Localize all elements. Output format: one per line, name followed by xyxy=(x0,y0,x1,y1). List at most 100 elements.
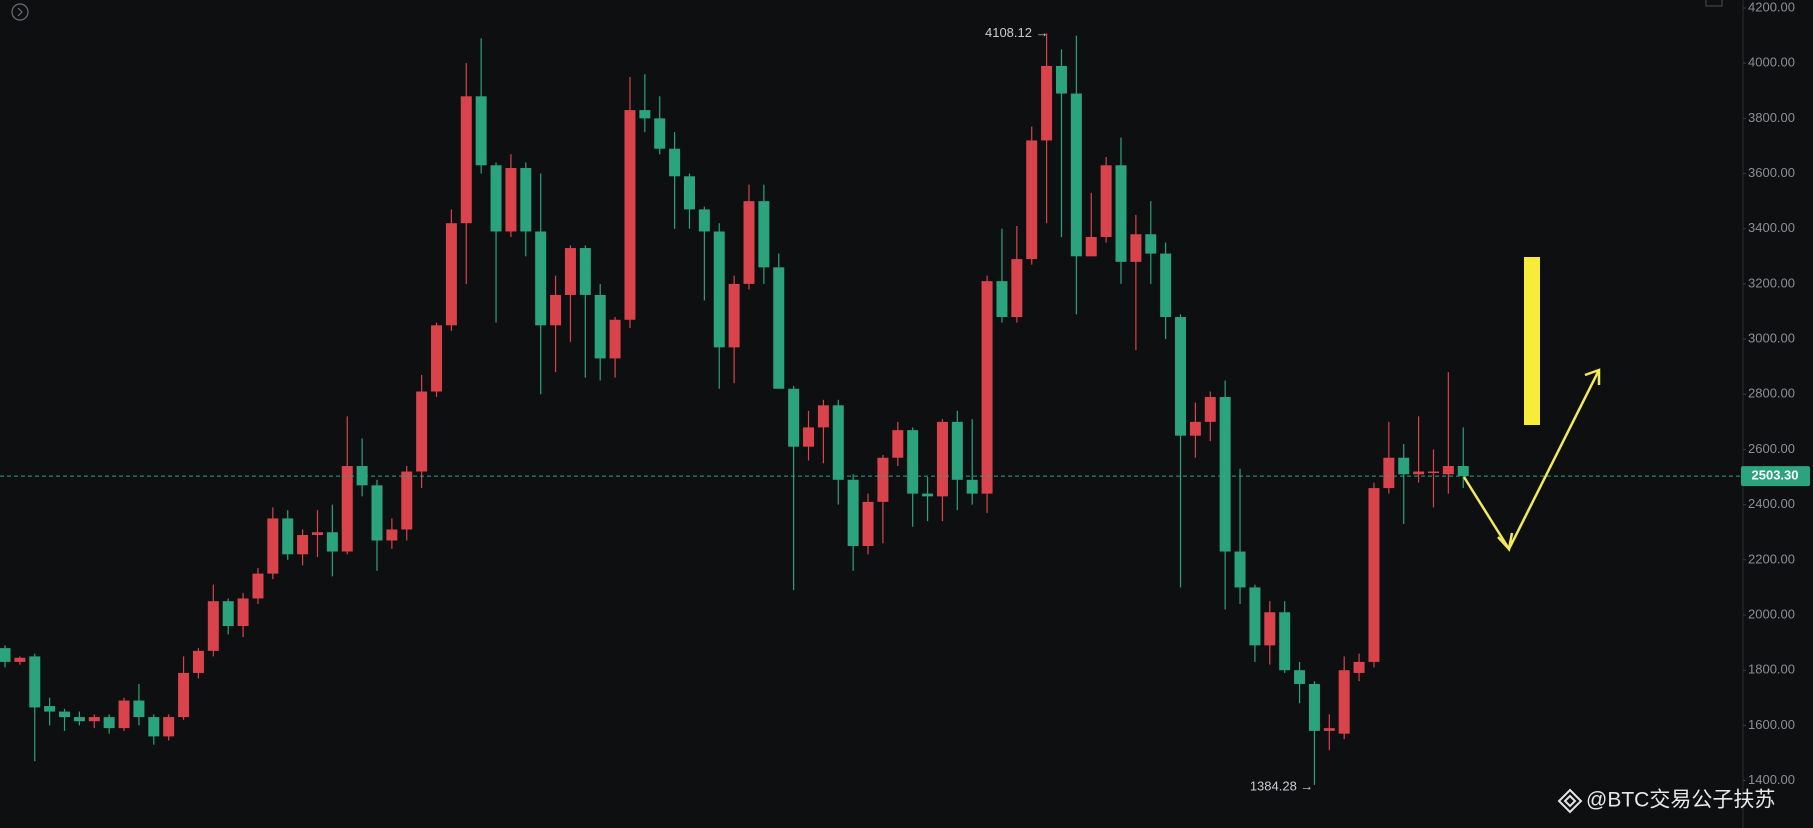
arrow-head xyxy=(1584,368,1601,385)
candle-body xyxy=(624,110,636,320)
candle-body xyxy=(148,717,160,737)
candle-body xyxy=(460,96,472,224)
candle-body xyxy=(654,118,666,149)
candle-body xyxy=(505,168,517,232)
candle-body xyxy=(1442,466,1454,475)
low-label: 1384.28 → xyxy=(1250,778,1314,793)
candle-body xyxy=(1264,612,1276,646)
candle-body xyxy=(445,223,457,326)
candle-body xyxy=(267,518,279,574)
candle-body xyxy=(683,176,695,210)
candle-body xyxy=(609,319,621,359)
candle-body xyxy=(88,717,100,722)
candle-body xyxy=(1204,397,1216,422)
candle-body xyxy=(282,518,294,555)
candle-body xyxy=(1279,612,1291,671)
candle-body xyxy=(1249,587,1261,646)
candle-body xyxy=(59,711,71,718)
candle-body xyxy=(252,573,264,599)
y-tick-label: 4200.00 xyxy=(1748,0,1795,14)
y-tick-label: 3800.00 xyxy=(1748,110,1795,125)
candle-body xyxy=(936,421,948,497)
candle-body xyxy=(520,168,532,232)
y-tick-label: 1800.00 xyxy=(1748,662,1795,677)
expand-icon[interactable] xyxy=(11,3,29,21)
candle-body xyxy=(490,165,502,232)
y-tick-label: 2200.00 xyxy=(1748,551,1795,566)
candle-body xyxy=(579,248,591,295)
y-tick-label: 1400.00 xyxy=(1748,772,1795,787)
last-price-label: 2503.30 xyxy=(1752,468,1799,483)
candle-body xyxy=(1383,457,1395,489)
candle-body xyxy=(1338,670,1350,734)
candle-body xyxy=(698,209,710,232)
candle-body xyxy=(1294,670,1306,684)
high-label: 4108.12 → xyxy=(985,25,1049,40)
candle-body xyxy=(1353,661,1365,673)
candle-body xyxy=(1070,93,1082,257)
candle-body xyxy=(1100,165,1112,238)
candle-body xyxy=(222,601,234,627)
candle-body xyxy=(207,601,219,651)
candle-body xyxy=(1457,466,1469,477)
candle-body xyxy=(1041,65,1053,141)
candle-body xyxy=(118,700,130,729)
candle-body xyxy=(1189,421,1201,436)
candle-body xyxy=(817,405,829,428)
candle-body xyxy=(371,485,383,541)
candle-body xyxy=(669,148,681,177)
candle-body xyxy=(44,706,56,712)
candle-body xyxy=(892,430,904,458)
settings-icon[interactable] xyxy=(1705,0,1723,7)
expand-icon-arrow xyxy=(17,7,23,17)
watermark: @BTC交易公子扶苏 xyxy=(1586,789,1775,812)
candle-body xyxy=(1308,683,1320,731)
candle-body xyxy=(639,110,651,119)
y-tick-label: 2400.00 xyxy=(1748,496,1795,511)
candle-body xyxy=(475,96,487,166)
plot: 1400.00 1600.00 1800.00 2000.00 2200.00 2400.… xyxy=(0,0,1795,793)
candle-body xyxy=(163,717,175,737)
y-tick-label: 2800.00 xyxy=(1748,386,1795,401)
candle-body xyxy=(1175,317,1187,436)
candle-body xyxy=(907,430,919,494)
candle-body xyxy=(192,650,204,673)
highlight-bar xyxy=(1524,257,1540,425)
candle-body xyxy=(758,201,770,268)
candle-body xyxy=(594,294,606,359)
candle-body xyxy=(981,281,993,494)
candle-body xyxy=(1115,165,1127,262)
candle-body xyxy=(178,672,190,718)
candle-body xyxy=(951,421,963,480)
candle-body xyxy=(1145,234,1157,254)
arrow-head xyxy=(1497,532,1514,552)
candle-body xyxy=(401,471,413,530)
candle-body xyxy=(237,598,249,627)
candle-body xyxy=(788,388,800,447)
candle-body xyxy=(416,391,428,472)
candle-body xyxy=(535,231,547,326)
candle-body xyxy=(847,479,859,547)
candle-body xyxy=(1055,65,1067,94)
candle-body xyxy=(743,201,755,284)
candle-body xyxy=(103,717,115,729)
candle-body xyxy=(386,529,398,541)
candle-body xyxy=(1323,728,1335,731)
candle-body xyxy=(862,501,874,547)
candle-body xyxy=(996,281,1008,318)
candle-body xyxy=(133,700,145,718)
candle-body xyxy=(877,457,889,502)
candle-body xyxy=(311,532,323,535)
candle-body xyxy=(1011,259,1023,318)
candle-body xyxy=(1398,457,1410,475)
last-price-box xyxy=(1741,466,1810,487)
candle-body xyxy=(29,656,41,708)
candle-body xyxy=(832,405,844,480)
watermark-logo xyxy=(1557,788,1583,814)
candle-body xyxy=(773,267,785,389)
candle-body xyxy=(1234,551,1246,588)
candle-body xyxy=(966,479,978,494)
